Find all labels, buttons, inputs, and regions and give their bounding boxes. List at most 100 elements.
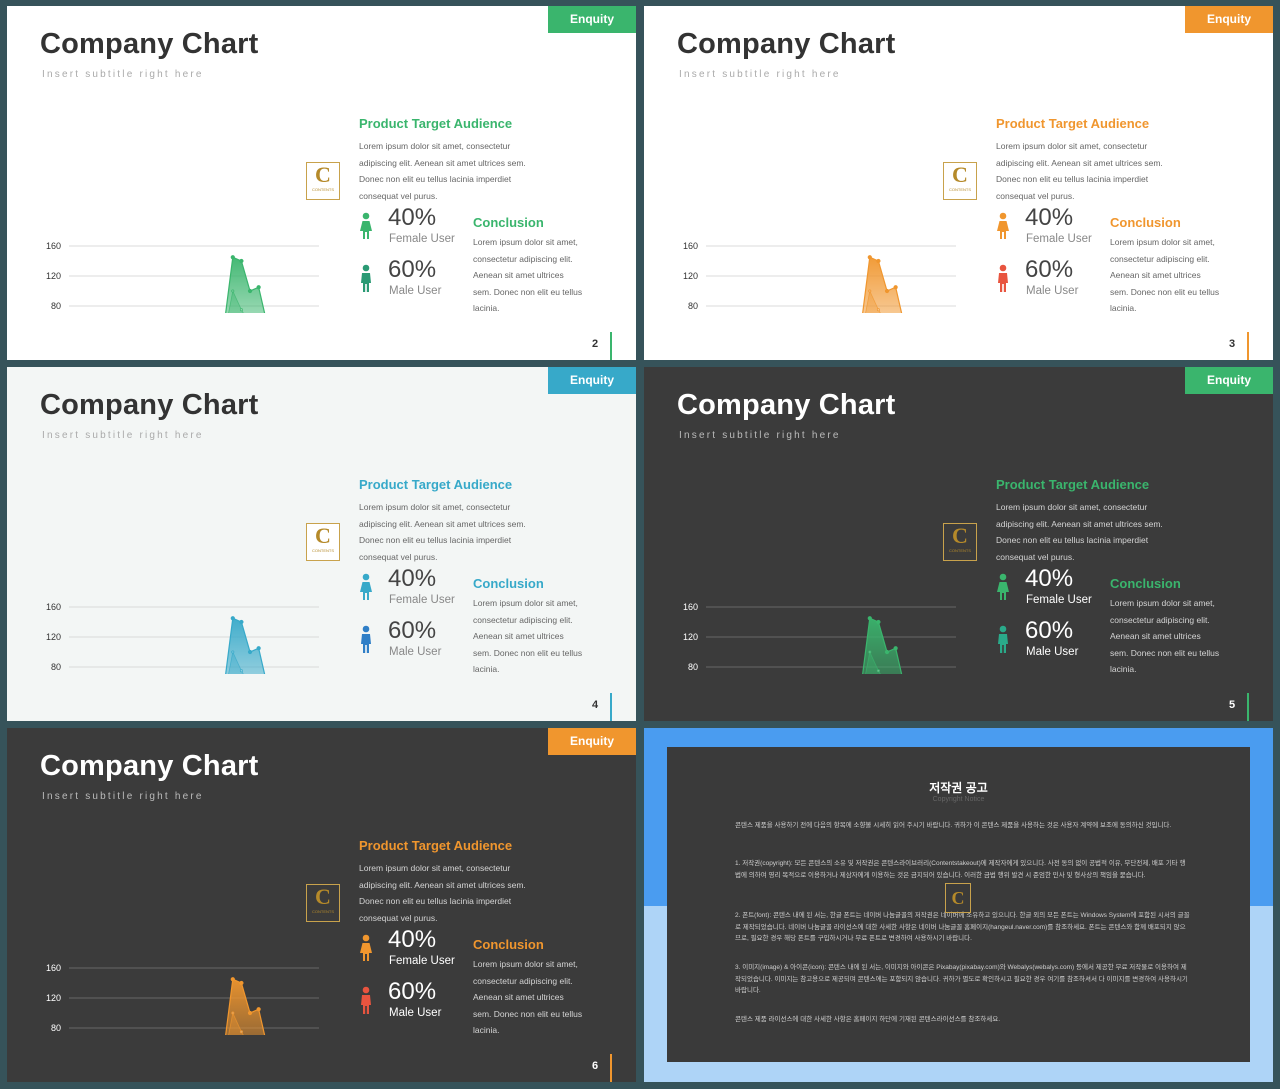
series-area — [69, 652, 319, 721]
y-tick-label: 80 — [51, 662, 61, 672]
series-line — [103, 978, 319, 1082]
conclusion-text-line: Lorem ipsum dolor sit amet, — [473, 237, 578, 247]
slide: Enquity Company Chart Insert subtitle righ… — [7, 367, 636, 721]
conclusion-text-line: Lorem ipsum dolor sit amet, — [1110, 237, 1215, 247]
y-tick-label: 160 — [46, 602, 61, 612]
copyright-paragraph: 콘텐스 제품을 사용하기 전에 다음의 항목에 소향볼 시세히 읽어 주시기 바… — [735, 822, 1172, 829]
series-area — [743, 618, 956, 721]
data-point — [230, 977, 235, 982]
audience-text-line: Donec non elit eu tellus lacinia imperdi… — [359, 896, 512, 907]
contents-logo-icon: C CONTENTS — [306, 884, 340, 922]
page-number: 4 — [592, 699, 599, 711]
female-percent: 40% — [1025, 565, 1074, 592]
audience-text: Lorem ipsum dolor sit amet, consectetur a… — [359, 499, 619, 565]
enquiry-button[interactable]: Enquity — [548, 728, 636, 755]
audience-text-line: adipiscing elit. Aenean sit amet ultrice… — [359, 157, 526, 168]
female-label: Female User — [1026, 594, 1092, 606]
data-point — [867, 616, 872, 621]
y-tick-label: 80 — [688, 301, 698, 311]
slide-title: Company Chart — [677, 389, 896, 421]
chart-container: 040801201602014-09-212014-09-282014-10-0… — [664, 479, 974, 721]
female-label: Female User — [1026, 233, 1092, 245]
y-tick-label: 160 — [46, 241, 61, 251]
copyright-paragraph: 1. 저작권(copyright): 모든 콘텐스의 소유 및 저작권은 콘텐스… — [735, 860, 1186, 879]
conclusion-text-line: Aenean sit amet ultrices — [473, 270, 564, 281]
y-tick-label: 160 — [683, 241, 698, 251]
chart-container: 040801201602014-09-212014-09-282014-10-0… — [27, 479, 337, 721]
conclusion-text: Lorem ipsum dolor sit amet, consectetur a… — [473, 595, 623, 678]
contents-logo-icon: C CONTENTS — [943, 523, 977, 561]
copyright-subtitle: Copyright Notice — [932, 796, 985, 803]
series-line — [740, 256, 956, 360]
male-icon — [996, 625, 1010, 659]
audience-title: Product Target Audience — [996, 116, 1150, 131]
male-icon — [359, 264, 373, 298]
slide-title: Company Chart — [40, 750, 259, 782]
series-line — [69, 1011, 320, 1082]
slide-title: Company Chart — [677, 28, 896, 60]
series-line — [740, 617, 956, 721]
series-line — [706, 289, 957, 360]
series-area — [106, 979, 319, 1082]
conclusion-text-line: consectetur adipiscing elit. — [473, 253, 573, 264]
conclusion-text-line: Lorem ipsum dolor sit amet, — [473, 598, 578, 608]
series-area — [743, 257, 956, 360]
data-point — [893, 285, 898, 290]
y-tick-label: 120 — [46, 271, 61, 281]
conclusion-text-line: lacinia. — [473, 664, 500, 675]
audience-text: Lorem ipsum dolor sit amet, consectetur a… — [359, 138, 619, 204]
page-number: 3 — [1229, 338, 1236, 350]
audience-title: Product Target Audience — [996, 477, 1150, 492]
audience-text: Lorem ipsum dolor sit amet, consectetur a… — [359, 860, 619, 926]
male-icon — [359, 986, 373, 1020]
slide-subtitle: Insert subtitle right here — [679, 69, 841, 80]
conclusion-title: Conclusion — [1110, 215, 1181, 230]
conclusion-text-line: consectetur adipiscing elit. — [1110, 253, 1210, 264]
slide: Enquity Company Chart Insert subtitle righ… — [7, 728, 636, 1082]
conclusion-title: Conclusion — [1110, 576, 1181, 591]
audience-text-line: consequat vel purus. — [359, 190, 438, 201]
conclusion-text: Lorem ipsum dolor sit amet, consectetur a… — [473, 956, 623, 1039]
female-icon — [359, 934, 373, 968]
audience-text-line: adipiscing elit. Aenean sit amet ultrice… — [996, 157, 1163, 168]
conclusion-text-line: Aenean sit amet ultrices — [1110, 631, 1201, 642]
data-point — [239, 619, 244, 625]
conclusion-text-line: Lorem ipsum dolor sit amet, — [1110, 598, 1215, 608]
page-number: 6 — [592, 1060, 599, 1072]
male-percent: 60% — [388, 256, 437, 283]
female-label: Female User — [389, 233, 455, 245]
male-icon — [996, 264, 1010, 298]
data-point — [256, 1007, 261, 1012]
audience-text: Lorem ipsum dolor sit amet, consectetur a… — [996, 499, 1256, 565]
y-tick-label: 80 — [51, 301, 61, 311]
audience-text-line: Donec non elit eu tellus lacinia imperdi… — [359, 535, 512, 546]
enquiry-button[interactable]: Enquity — [1185, 6, 1273, 33]
conclusion-text-line: sem. Donec non elit eu tellus — [1110, 647, 1220, 658]
page-accent-bar — [1247, 693, 1249, 721]
conclusion-text-line: consectetur adipiscing elit. — [1110, 614, 1210, 625]
conclusion-text-line: sem. Donec non elit eu tellus — [473, 647, 583, 658]
female-label: Female User — [389, 955, 455, 967]
enquiry-button[interactable]: Enquity — [548, 367, 636, 394]
enquiry-button[interactable]: Enquity — [548, 6, 636, 33]
data-point — [884, 649, 890, 655]
slide-subtitle: Insert subtitle right here — [42, 69, 204, 80]
female-percent: 40% — [388, 926, 437, 953]
data-point — [230, 255, 235, 260]
series-area — [706, 652, 956, 721]
copyright-paragraph: 콘텐스 제품 라이선스에 대한 사세한 사항은 홈페이지 하단에 기재된 콘텐스… — [735, 1016, 1001, 1023]
page-accent-bar — [610, 1054, 612, 1082]
female-icon — [996, 212, 1010, 246]
data-point — [239, 258, 244, 264]
chart-container: 040801201602014-09-212014-09-282014-10-0… — [27, 118, 337, 360]
area-chart: 040801201602014-09-212014-09-282014-10-0… — [46, 602, 322, 721]
conclusion-text: Lorem ipsum dolor sit amet, consectetur a… — [1110, 234, 1260, 317]
y-tick-label: 160 — [46, 963, 61, 973]
conclusion-text-line: Aenean sit amet ultrices — [1110, 270, 1201, 281]
series-line — [103, 256, 319, 360]
audience-text-line: Donec non elit eu tellus lacinia imperdi… — [359, 174, 512, 185]
enquiry-button[interactable]: Enquity — [1185, 367, 1273, 394]
series-line — [69, 650, 320, 721]
male-label: Male User — [389, 646, 442, 658]
female-icon — [996, 573, 1010, 607]
